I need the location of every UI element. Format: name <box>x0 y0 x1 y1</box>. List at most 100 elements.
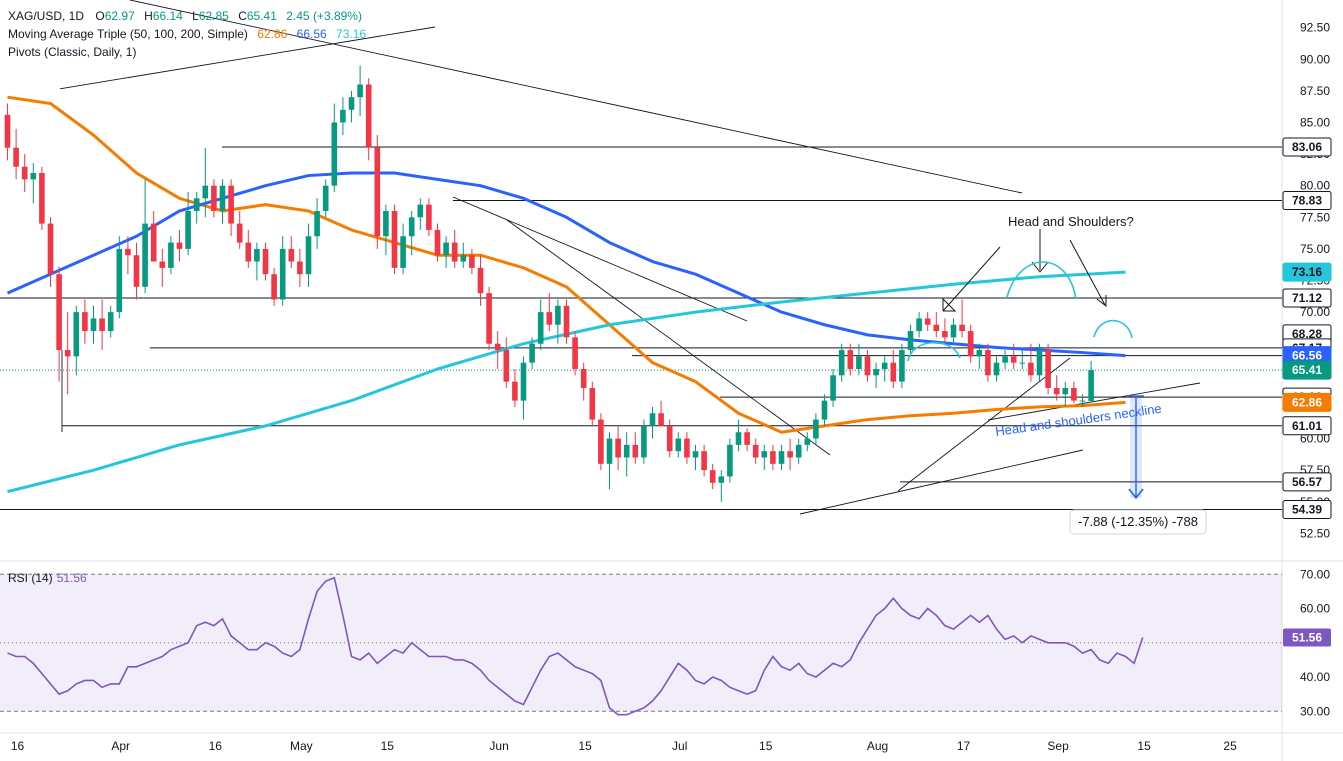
candle-body <box>503 350 510 382</box>
ma-legend[interactable]: Moving Average Triple (50, 100, 200, Sim… <box>8 26 366 42</box>
candle-body <box>202 185 209 199</box>
candle-body <box>1010 356 1017 363</box>
candle-body <box>701 451 707 471</box>
time-tick-label: 16 <box>209 739 223 753</box>
price-label-text: 71.12 <box>1292 291 1322 305</box>
time-tick-label: 16 <box>11 739 25 753</box>
price-axis[interactable]: 92.5090.0087.5085.0082.5080.0077.5075.00… <box>1282 21 1332 719</box>
measure-box-label-bg <box>1069 509 1207 535</box>
candle-body <box>236 223 243 243</box>
left-shoulder-arc <box>907 341 961 362</box>
candle-body <box>348 97 355 110</box>
rsi-panel[interactable] <box>0 573 1282 716</box>
price-label-pill <box>1282 499 1332 519</box>
candle-body <box>881 362 888 369</box>
candle-body <box>933 324 940 332</box>
candle-body <box>563 305 570 338</box>
candles <box>4 65 1094 502</box>
price-label-pill <box>1282 288 1332 308</box>
candle-body <box>211 185 217 211</box>
candle-body <box>21 166 28 180</box>
price-tick-label: 52.50 <box>1300 526 1330 540</box>
candle-body <box>675 438 682 452</box>
candle-body <box>133 255 140 287</box>
close-value: 65.41 <box>246 9 277 23</box>
rsi-tick-label: 30.00 <box>1300 704 1330 718</box>
candle-body <box>873 369 879 376</box>
price-label-text: 73.16 <box>1292 265 1322 279</box>
candle-body <box>150 223 157 262</box>
time-tick-label: Sep <box>1047 739 1069 753</box>
rsi-value-text: 51.56 <box>1292 630 1322 644</box>
candle-body <box>598 419 604 464</box>
trend-line <box>129 0 1023 194</box>
candle-body <box>735 432 742 445</box>
price-tick-label: 75.00 <box>1300 242 1330 256</box>
candle-body <box>477 267 484 294</box>
candle-body <box>537 312 544 344</box>
candle-body <box>47 223 54 275</box>
pivots-title: Pivots (Classic, Daily, 1) <box>8 45 137 59</box>
candle-body <box>1088 370 1094 401</box>
symbol-label[interactable]: XAG/USD, 1D <box>8 9 85 23</box>
candle-body <box>254 248 260 262</box>
candle-body <box>391 210 398 268</box>
candle-body <box>589 387 596 420</box>
price-tick-label: 92.50 <box>1300 21 1330 35</box>
candle-body <box>967 331 974 357</box>
right-shoulder-arc <box>1093 319 1133 339</box>
candle-body <box>916 318 922 332</box>
candle-body <box>1071 387 1077 401</box>
candle-body <box>73 312 80 357</box>
head-arc <box>1006 261 1077 300</box>
candle-body <box>666 425 673 452</box>
candle-body <box>176 242 183 249</box>
candle-body <box>752 444 759 458</box>
candle-body <box>838 350 845 376</box>
trend-line <box>59 26 436 90</box>
candle-body <box>847 350 854 369</box>
candle-body <box>159 261 166 268</box>
candle-body <box>856 356 862 369</box>
price-label-text: 61.01 <box>1292 419 1322 433</box>
candle-body <box>512 381 518 401</box>
price-label-text: 54.39 <box>1292 502 1322 516</box>
pivots-legend[interactable]: Pivots (Classic, Daily, 1) <box>8 44 136 60</box>
candle-body <box>821 400 828 420</box>
candle-body <box>340 109 346 123</box>
candle-body <box>365 84 372 148</box>
trend-line <box>987 382 1201 421</box>
candle-body <box>890 362 897 382</box>
ma50-value: 62.86 <box>257 27 288 41</box>
candle-body <box>219 185 226 211</box>
price-tick-label: 77.50 <box>1300 210 1330 224</box>
candle-body <box>142 223 148 287</box>
price-label-pill <box>1282 137 1332 157</box>
ma-line-1 <box>7 95 1126 434</box>
candle-body <box>408 217 415 237</box>
time-tick-label: Jun <box>489 739 508 753</box>
price-label-pill <box>1282 392 1332 412</box>
time-tick-label: 17 <box>957 739 971 753</box>
price-tick-label: 85.00 <box>1300 115 1330 129</box>
rsi-legend[interactable]: RSI (14) 51.56 <box>8 571 87 585</box>
candle-body <box>297 261 303 275</box>
open-value: 62.97 <box>104 9 135 23</box>
time-axis[interactable]: 16 Apr 16 May 15 Jun 15 Jul 15 Aug 17 Sep 15 25 <box>11 739 1237 753</box>
trend-line <box>506 219 831 456</box>
candle-body <box>959 324 965 332</box>
candle-body <box>228 185 234 224</box>
price-label-text: 68.28 <box>1292 327 1322 341</box>
rsi-tick-label: 40.00 <box>1300 670 1330 684</box>
candle-body <box>795 444 802 458</box>
trend-line <box>799 449 1084 515</box>
candle-body <box>778 451 785 464</box>
low-value: 62.85 <box>198 9 229 23</box>
candle-body <box>39 173 45 224</box>
time-tick-label: May <box>290 739 313 753</box>
candle-body <box>830 375 836 401</box>
candle-body <box>1045 350 1051 388</box>
arrow-head <box>942 297 957 312</box>
